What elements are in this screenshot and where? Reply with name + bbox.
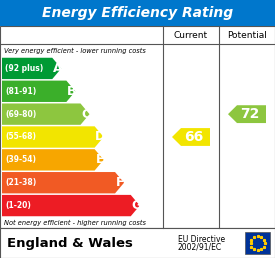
Text: (39-54): (39-54) <box>5 155 36 164</box>
Text: A: A <box>53 62 62 75</box>
Text: C: C <box>81 108 90 121</box>
Text: F: F <box>116 176 125 189</box>
Text: 66: 66 <box>184 130 204 144</box>
Polygon shape <box>172 128 210 146</box>
Text: Current: Current <box>174 30 208 39</box>
Text: E: E <box>96 153 104 166</box>
Polygon shape <box>2 80 75 102</box>
Text: 2002/91/EC: 2002/91/EC <box>178 243 222 252</box>
Text: B: B <box>67 85 77 98</box>
Bar <box>0 26 275 228</box>
Polygon shape <box>228 105 266 123</box>
Text: Energy Efficiency Rating: Energy Efficiency Rating <box>42 6 233 20</box>
Text: Not energy efficient - higher running costs: Not energy efficient - higher running co… <box>4 220 146 225</box>
Text: (1-20): (1-20) <box>5 201 31 210</box>
Bar <box>245 232 270 254</box>
Bar <box>0 0 275 26</box>
Text: (69-80): (69-80) <box>5 110 36 119</box>
Polygon shape <box>2 58 61 79</box>
Text: England & Wales: England & Wales <box>7 237 133 249</box>
Text: G: G <box>131 199 141 212</box>
Text: Very energy efficient - lower running costs: Very energy efficient - lower running co… <box>4 47 146 54</box>
Text: 72: 72 <box>240 107 260 121</box>
Text: (55-68): (55-68) <box>5 133 36 141</box>
Polygon shape <box>2 172 124 194</box>
Polygon shape <box>2 149 104 171</box>
Text: (92 plus): (92 plus) <box>5 64 43 73</box>
Text: Potential: Potential <box>227 30 267 39</box>
Text: D: D <box>95 131 105 143</box>
Text: (21-38): (21-38) <box>5 178 36 187</box>
Text: EU Directive: EU Directive <box>178 235 225 244</box>
Polygon shape <box>2 103 89 125</box>
Text: (81-91): (81-91) <box>5 87 36 96</box>
Bar <box>0 228 275 258</box>
Polygon shape <box>2 195 140 216</box>
Polygon shape <box>2 126 104 148</box>
